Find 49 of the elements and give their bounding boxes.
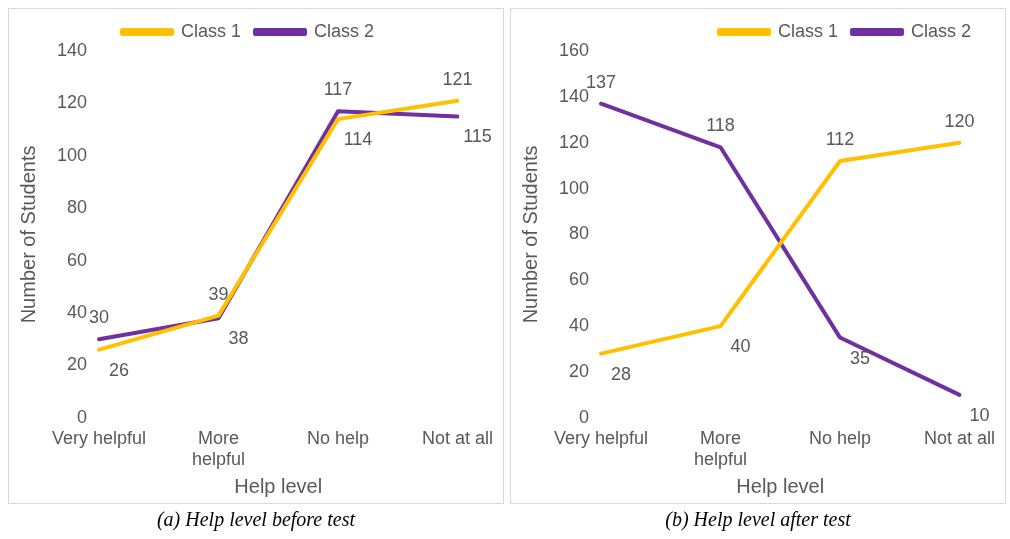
- data-label: 40: [730, 336, 751, 357]
- x-axis-title: Help level: [736, 474, 825, 497]
- data-label: 112: [825, 129, 855, 150]
- x-tick-label: No help: [306, 427, 370, 448]
- y-tick-label: 60: [569, 269, 590, 290]
- y-tick-label: 20: [569, 360, 590, 381]
- y-tick-label: 100: [558, 177, 590, 198]
- data-label: 115: [463, 126, 492, 147]
- data-label: 117: [323, 79, 353, 100]
- legend-label: Class 1: [180, 20, 242, 41]
- data-label: 121: [442, 68, 473, 89]
- data-label: 39: [208, 283, 229, 304]
- y-tick-label: 80: [67, 197, 88, 218]
- x-axis-title: Help level: [234, 474, 323, 497]
- legend-label: Class 1: [777, 20, 838, 41]
- x-tick-label: No help: [808, 427, 872, 448]
- data-label: 30: [89, 307, 110, 328]
- data-label: 38: [228, 328, 249, 349]
- legend-label: Class 2: [910, 20, 972, 41]
- y-axis-title: Number of Students: [16, 145, 39, 324]
- data-label: 114: [343, 129, 373, 150]
- data-label: 35: [849, 347, 871, 368]
- legend-label: Class 2: [314, 20, 375, 41]
- x-tick-label: More helpful: [693, 427, 748, 470]
- y-tick-label: 120: [56, 92, 88, 113]
- x-tick-label: Not at all: [923, 427, 996, 448]
- data-label: 26: [109, 359, 130, 380]
- x-tick-label: Very helpful: [52, 427, 147, 448]
- x-tick-label: Not at all: [421, 427, 494, 448]
- y-tick-label: 100: [56, 144, 88, 165]
- text: (a) Help level before test: [156, 508, 356, 531]
- y-tick-label: 40: [67, 301, 88, 322]
- x-tick-label: More helpful: [191, 427, 246, 470]
- data-label: 120: [944, 110, 975, 131]
- y-tick-label: 20: [67, 354, 88, 375]
- y-tick-label: 0: [579, 406, 590, 427]
- text: (b) Help level after test: [665, 508, 851, 531]
- data-label: 118: [706, 115, 735, 136]
- y-tick-label: 0: [77, 406, 88, 427]
- y-tick-label: 160: [558, 39, 590, 60]
- y-tick-label: 140: [56, 39, 88, 60]
- data-label: 28: [611, 363, 632, 384]
- y-tick-label: 80: [569, 223, 590, 244]
- data-label: 10: [969, 404, 990, 425]
- y-tick-label: 60: [67, 249, 88, 270]
- y-axis-title: Number of Students: [518, 145, 541, 324]
- y-tick-label: 120: [558, 131, 590, 152]
- y-tick-label: 40: [569, 315, 590, 336]
- x-tick-label: Very helpful: [554, 427, 649, 448]
